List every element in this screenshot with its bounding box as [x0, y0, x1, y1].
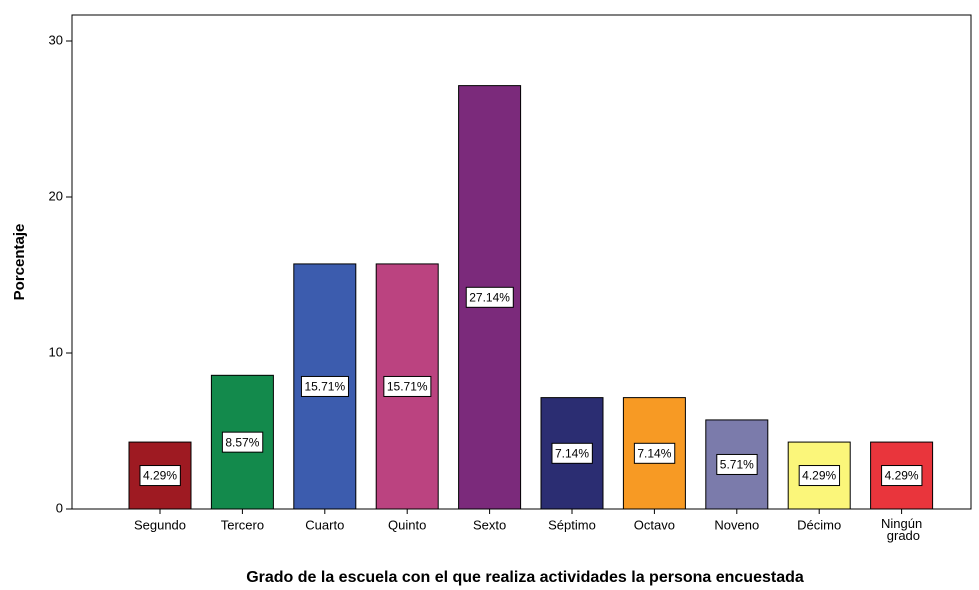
value-label-box [221, 431, 264, 453]
value-label-box [465, 286, 514, 308]
x-tick-label: Noveno [714, 517, 759, 532]
value-label-box [798, 465, 841, 487]
x-tick-label: Quinto [388, 517, 426, 532]
value-label-box [300, 375, 349, 397]
y-tick-label: 30 [49, 32, 63, 47]
x-tick-label: Séptimo [548, 517, 596, 532]
x-tick-label: Tercero [221, 517, 264, 532]
x-tick-label: Cuarto [305, 517, 344, 532]
y-tick-label: 10 [49, 344, 63, 359]
value-label: 7.14% [555, 446, 589, 460]
value-label: 15.71% [387, 380, 428, 394]
value-label-box [139, 465, 181, 487]
value-label-box [551, 442, 593, 464]
y-axis-label: Porcentaje [11, 224, 28, 301]
value-label: 7.14% [637, 446, 671, 460]
value-label: 8.57% [225, 435, 259, 449]
value-label-box [881, 465, 923, 487]
value-label-box [633, 442, 676, 464]
value-label: 4.29% [885, 469, 919, 483]
value-label: 4.29% [143, 469, 177, 483]
value-label-box [716, 453, 758, 475]
x-tick-label: Ningún grado [881, 516, 922, 543]
x-axis-label: Grado de la escuela con el que realiza a… [246, 569, 804, 586]
value-label: 5.71% [720, 458, 754, 472]
y-tick-label: 0 [56, 500, 63, 515]
value-label-box [383, 375, 432, 397]
plot-frame [71, 14, 972, 510]
value-label: 4.29% [802, 469, 836, 483]
x-tick-label: Sexto [473, 517, 506, 532]
value-label: 27.14% [469, 290, 510, 304]
value-label: 15.71% [304, 380, 345, 394]
x-tick-label: Décimo [797, 517, 841, 532]
y-tick-label: 20 [49, 188, 63, 203]
x-tick-label: Octavo [634, 517, 675, 532]
x-tick-label: Segundo [134, 517, 186, 532]
